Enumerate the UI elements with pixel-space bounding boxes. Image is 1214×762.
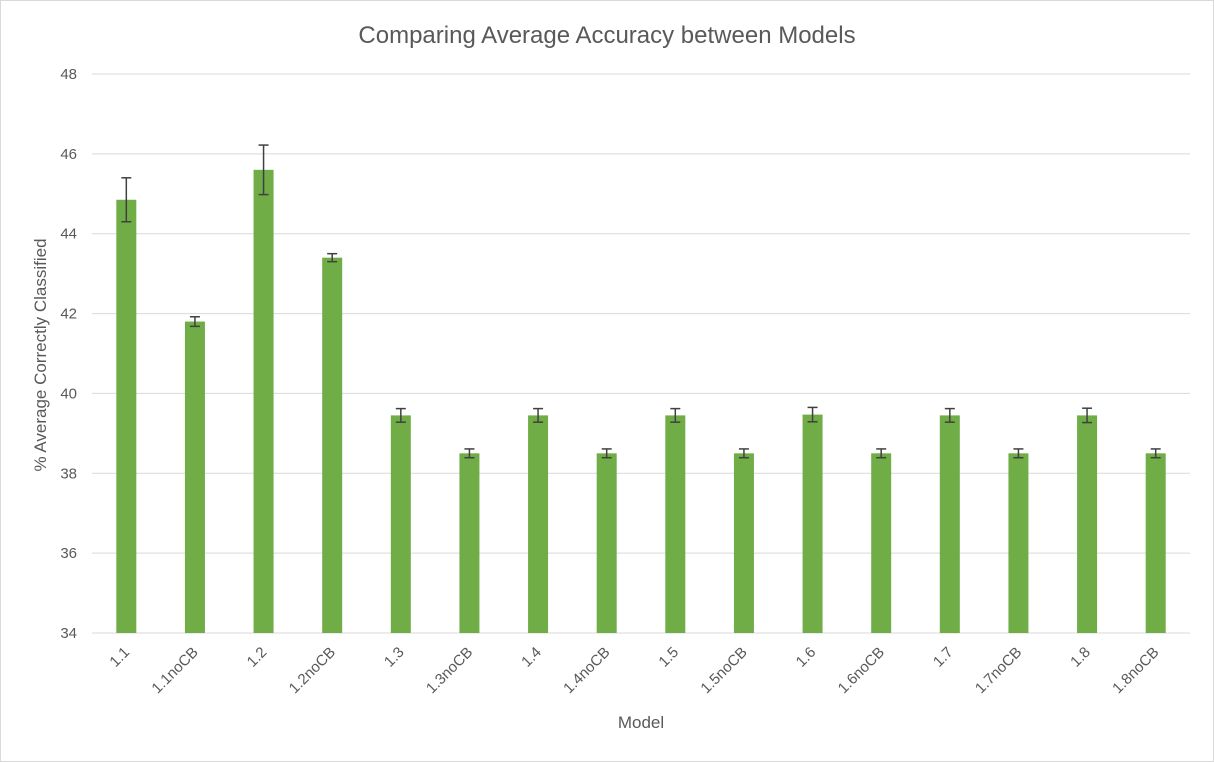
bar [390, 415, 411, 633]
x-tick-label: 1.5 [655, 644, 682, 671]
bar [1008, 453, 1029, 633]
x-tick-label: 1.7 [930, 644, 957, 671]
bar [459, 453, 480, 633]
error-bar [1150, 448, 1161, 459]
x-tick-label: 1.3 [381, 644, 408, 671]
x-axis-ticks: 1.1 1.1noCB 1.2 1.2noCB 1.3 1.3noCB 1.4 1.4noCB… [106, 644, 1162, 697]
bar [939, 415, 960, 633]
x-tick-label: 1.2 [244, 644, 271, 671]
error-bar [121, 177, 132, 223]
error-bar [738, 448, 749, 459]
x-tick-label: 1.8 [1067, 644, 1094, 671]
bar [733, 453, 754, 633]
error-bar [395, 407, 406, 423]
error-bars [121, 144, 1161, 459]
error-bar [876, 448, 887, 459]
error-bar [601, 448, 612, 459]
gridlines [92, 73, 1190, 634]
y-tick-label: 46 [60, 146, 77, 163]
error-bar [807, 406, 818, 423]
error-bar [1013, 448, 1024, 459]
chart-title: Comparing Average Accuracy between Model… [358, 22, 855, 49]
error-bar [1082, 407, 1093, 424]
x-tick-label: 1.3noCB [423, 644, 476, 697]
y-axis-ticks: 34 36 38 40 42 44 46 48 [60, 66, 77, 642]
x-axis-title: Model [618, 713, 664, 732]
bar [116, 199, 137, 633]
y-tick-label: 40 [60, 385, 77, 402]
x-tick-label: 1.1noCB [148, 644, 201, 697]
y-tick-label: 34 [60, 625, 77, 642]
error-bar [464, 448, 475, 459]
y-tick-label: 48 [60, 66, 77, 83]
x-tick-label: 1.4 [518, 644, 545, 671]
y-axis-title: % Average Correctly Classified [31, 238, 50, 471]
x-tick-label: 1.5noCB [697, 644, 750, 697]
error-bar [189, 316, 200, 328]
x-tick-label: 1.6 [793, 644, 820, 671]
y-tick-label: 38 [60, 465, 77, 482]
bar [1145, 453, 1166, 633]
error-bar [258, 144, 269, 196]
bar [665, 415, 686, 633]
bar [253, 169, 274, 634]
bar [1077, 415, 1098, 633]
bar [322, 257, 343, 633]
y-tick-label: 44 [60, 226, 77, 243]
x-tick-label: 1.4noCB [560, 644, 613, 697]
error-bar [327, 252, 338, 263]
bar [596, 453, 617, 633]
x-tick-label: 1.1 [106, 644, 133, 671]
bars [116, 169, 1166, 634]
x-tick-label: 1.2noCB [286, 644, 339, 697]
error-bar [944, 407, 955, 423]
x-tick-label: 1.7noCB [972, 644, 1025, 697]
error-bar [533, 407, 544, 423]
error-bar [670, 407, 681, 423]
y-tick-label: 36 [60, 545, 77, 562]
x-tick-label: 1.8noCB [1109, 644, 1162, 697]
bar [802, 414, 823, 633]
bar [184, 321, 205, 633]
x-tick-label: 1.6noCB [835, 644, 888, 697]
bar [528, 415, 549, 633]
y-tick-label: 42 [60, 306, 77, 323]
bar [871, 453, 892, 633]
